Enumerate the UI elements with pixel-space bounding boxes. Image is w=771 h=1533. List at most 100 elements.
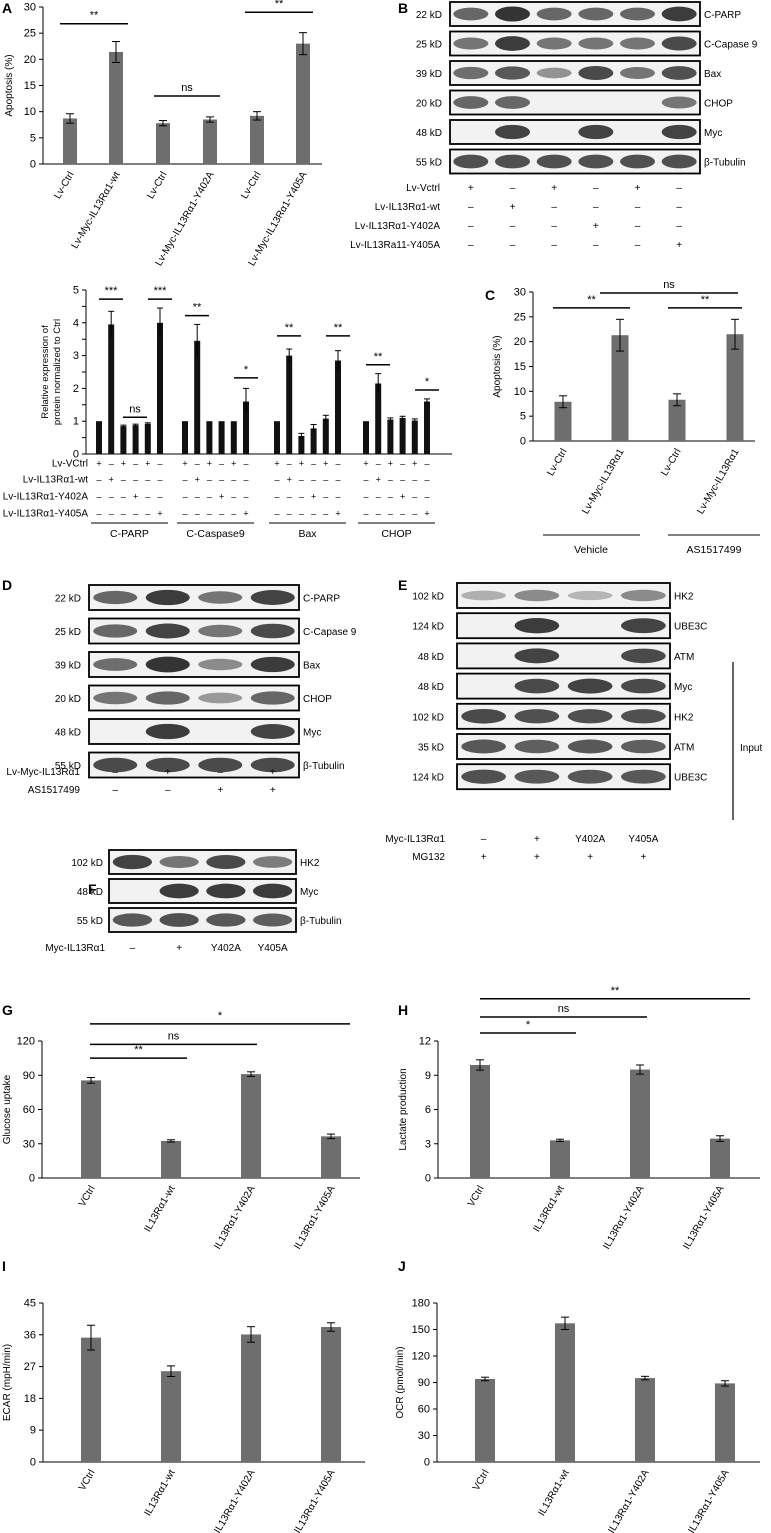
bar (668, 399, 686, 441)
y-tick-label: 30 (23, 1138, 35, 1150)
band (514, 648, 560, 664)
band (514, 589, 560, 602)
treatment-mark: – (335, 492, 340, 502)
molecular-weight-label: 22 kD (55, 594, 81, 605)
treatment-mark: – (182, 475, 187, 485)
treatment-label: Lv-IL13Rα1-Y405A (3, 509, 89, 520)
blot-myc (456, 672, 671, 700)
molecular-weight-label: 124 kD (412, 773, 444, 784)
bar (475, 1378, 495, 1462)
treatment-mark: – (182, 509, 187, 519)
treatment-mark: – (121, 492, 126, 502)
blot-hk2 (456, 702, 671, 730)
protein-label: UBE3C (674, 773, 707, 784)
treatment-mark: + (133, 492, 138, 502)
panel-label-c: C (485, 287, 495, 303)
protein-label: Myc (303, 728, 321, 739)
treatment-mark: – (96, 475, 101, 485)
protein-label: Bax (704, 69, 721, 80)
band (198, 624, 243, 638)
y-tick-label: 180 (412, 1298, 430, 1310)
treatment-mark: + (274, 459, 279, 469)
treatment-mark: + (400, 492, 405, 502)
significance-label: ** (334, 322, 343, 334)
band (112, 854, 153, 870)
treatment-mark: + (96, 459, 101, 469)
treatment-mark: – (388, 492, 393, 502)
treatment-mark: + (231, 459, 236, 469)
molecular-weight-label: 20 kD (416, 99, 442, 110)
protein-label: β-Tubulin (300, 916, 342, 927)
group-label: C-PARP (110, 528, 149, 540)
treatment-mark: – (217, 767, 223, 778)
molecular-weight-label: 48 kD (418, 682, 444, 693)
protein-label: Myc (704, 128, 722, 139)
band (536, 67, 572, 79)
molecular-weight-label: 25 kD (55, 627, 81, 638)
panel-label-a: A (2, 0, 12, 16)
bar (321, 1327, 341, 1462)
band (145, 757, 190, 773)
band (198, 757, 243, 773)
treatment-mark: – (593, 240, 599, 251)
treatment-label: Lv-IL13Rα1-Y402A (355, 221, 441, 232)
protein-label: C-Capase 9 (704, 40, 758, 51)
band (93, 691, 138, 705)
band (578, 65, 614, 81)
treatment-mark: – (133, 459, 138, 469)
molecular-weight-label: 102 kD (71, 858, 103, 869)
molecular-weight-label: 102 kD (412, 592, 444, 603)
treatment-mark: + (534, 834, 540, 845)
treatment-mark: + (217, 785, 223, 796)
blot-c-capase-9 (449, 30, 701, 57)
protein-label: Bax (303, 661, 320, 672)
band (495, 154, 530, 169)
molecular-weight-label: 124 kD (412, 622, 444, 633)
treatment-mark: – (207, 509, 212, 519)
x-tick-label: Lv-Ctrl (545, 447, 569, 478)
treatment-mark: – (112, 785, 118, 796)
band (578, 154, 614, 169)
treatment-mark: – (635, 221, 641, 232)
treatment-mark: – (287, 492, 292, 502)
y-tick-label: 18 (24, 1393, 36, 1405)
bar (363, 421, 369, 454)
bar (322, 418, 329, 454)
treatment-mark: – (133, 509, 138, 519)
treatment-mark: Y402A (211, 943, 241, 954)
treatment-mark: – (388, 475, 393, 485)
treatment-mark: – (243, 459, 248, 469)
treatment-mark: – (376, 509, 381, 519)
band (578, 124, 614, 140)
bar (715, 1383, 735, 1462)
band (621, 618, 666, 634)
significance-label: ns (663, 279, 675, 291)
y-tick-label: 2 (73, 383, 79, 395)
treatment-mark: + (109, 475, 114, 485)
bar (161, 1371, 181, 1462)
bar (335, 360, 341, 454)
blot-hk2 (108, 849, 297, 875)
band (159, 883, 199, 899)
treatment-mark: + (587, 852, 593, 863)
band (495, 6, 530, 22)
band (453, 96, 489, 109)
x-tick-label: VCtrl (466, 1184, 487, 1209)
band (514, 739, 560, 754)
treatment-mark: – (299, 509, 304, 519)
band (536, 37, 572, 50)
x-tick-label: VCtrl (471, 1468, 492, 1493)
treatment-mark: – (145, 492, 150, 502)
protein-label: HK2 (674, 592, 694, 603)
protein-label: UBE3C (674, 622, 707, 633)
x-tick-label: Lv-Myc-IL13Rα1 (580, 447, 627, 517)
band (514, 709, 560, 724)
treatment-mark: – (323, 475, 328, 485)
treatment-mark: – (299, 475, 304, 485)
band (620, 67, 655, 79)
band (250, 691, 295, 705)
treatment-mark: + (363, 459, 368, 469)
band (461, 769, 506, 784)
band (578, 37, 614, 50)
